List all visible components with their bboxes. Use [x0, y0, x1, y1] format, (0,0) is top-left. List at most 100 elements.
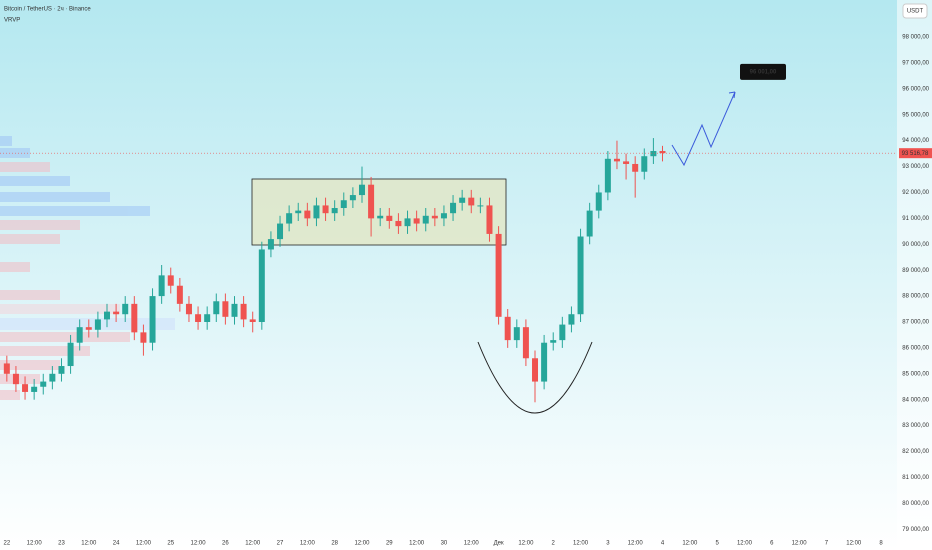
- x-tick-label: 12:00: [792, 541, 808, 547]
- candle-body: [477, 205, 484, 207]
- target-label: 96 001,00: [750, 69, 777, 75]
- y-tick-label: 85 000,00: [902, 371, 929, 377]
- candle-body: [459, 197, 466, 203]
- candle-body: [104, 311, 111, 320]
- target-tag: [740, 63, 786, 80]
- y-tick-label: 79 000,00: [902, 527, 929, 533]
- projection-arrow: [728, 91, 736, 99]
- x-tick-label: 3: [606, 541, 610, 547]
- candle-body: [76, 327, 83, 343]
- candle-body: [450, 202, 457, 214]
- candle-body: [58, 366, 65, 374]
- candle-body: [550, 340, 557, 343]
- x-tick-label: 12:00: [245, 541, 261, 547]
- x-tick-label: 29: [386, 541, 393, 547]
- candle-body: [604, 158, 611, 193]
- candle-body: [176, 285, 183, 304]
- x-tick-label: 5: [715, 541, 719, 547]
- projection-path: [671, 91, 736, 167]
- candle-body: [94, 319, 101, 330]
- y-tick-label: 80 000,00: [902, 501, 929, 507]
- candle-body: [286, 213, 293, 224]
- candle-body: [568, 314, 575, 325]
- candle-body: [67, 342, 74, 367]
- candle-body: [486, 205, 493, 234]
- candle-body: [368, 184, 375, 219]
- candle-body: [495, 233, 502, 317]
- candle-body: [613, 158, 620, 162]
- x-tick-label: 12:00: [464, 541, 480, 547]
- y-tick-label: 98 000,00: [902, 35, 929, 41]
- candle-body: [258, 249, 265, 322]
- y-tick-label: 90 000,00: [902, 242, 929, 248]
- x-tick-label: 12:00: [573, 541, 589, 547]
- y-tick-label: 81 000,00: [902, 475, 929, 481]
- y-tick-label: 94 000,00: [902, 138, 929, 144]
- candle-body: [267, 239, 274, 250]
- candle-body: [304, 210, 311, 219]
- candle-body: [240, 303, 247, 320]
- last-price-label: 93 516,78: [902, 151, 929, 157]
- candle-body: [249, 319, 256, 322]
- candle-body: [504, 316, 511, 341]
- candle-body: [331, 208, 338, 214]
- y-tick-label: 89 000,00: [902, 268, 929, 274]
- x-tick-label: 12:00: [81, 541, 97, 547]
- candle-body: [204, 314, 211, 322]
- x-tick-label: 27: [277, 541, 284, 547]
- candle-body: [122, 303, 129, 315]
- x-tick-label: 30: [441, 541, 448, 547]
- candle-body: [422, 215, 429, 224]
- candle-body: [113, 311, 120, 315]
- candle-body: [440, 213, 447, 219]
- candle-body: [3, 363, 10, 374]
- candle-body: [522, 327, 529, 359]
- candle-body: [322, 205, 329, 214]
- candle-body: [541, 342, 548, 382]
- x-tick-label: 12:00: [737, 541, 753, 547]
- candle-body: [404, 218, 411, 227]
- candle-body: [158, 275, 165, 297]
- candle-body: [650, 151, 657, 157]
- candle-body: [277, 223, 284, 240]
- x-tick-label: 12:00: [27, 541, 43, 547]
- y-tick-label: 87 000,00: [902, 320, 929, 326]
- candle-body: [231, 303, 238, 317]
- x-tick-label: 2: [552, 541, 556, 547]
- x-tick-label: 12:00: [300, 541, 316, 547]
- x-tick-label: 12:00: [628, 541, 644, 547]
- candle-body: [659, 151, 666, 154]
- candle-body: [577, 236, 584, 315]
- x-tick-label: 12:00: [518, 541, 534, 547]
- candle-body: [386, 215, 393, 221]
- x-tick-label: 24: [113, 541, 120, 547]
- y-tick-label: 83 000,00: [902, 423, 929, 429]
- candle-body: [149, 296, 156, 343]
- candle-body: [131, 303, 138, 333]
- candle-body: [12, 373, 19, 385]
- candle-body: [31, 386, 38, 392]
- x-tick-label: 23: [58, 541, 65, 547]
- volume-profile: [0, 136, 175, 400]
- y-tick-label: 95 000,00: [902, 112, 929, 118]
- x-tick-label: 7: [825, 541, 829, 547]
- candle-body: [431, 215, 438, 219]
- candle-body: [632, 163, 639, 172]
- y-tick-label: 82 000,00: [902, 449, 929, 455]
- last-price-tag: [899, 148, 932, 159]
- chart-title: Bitcoin / TetherUS · 2ч · Binance: [4, 7, 91, 13]
- candle-body: [340, 200, 347, 209]
- y-tick-label: 93 000,00: [902, 164, 929, 170]
- candle-body: [140, 332, 147, 343]
- y-tick-label: 86 000,00: [902, 345, 929, 351]
- x-tick-label: 26: [222, 541, 229, 547]
- x-tick-label: 12:00: [191, 541, 207, 547]
- candle-body: [85, 327, 92, 330]
- candle-body: [413, 218, 420, 224]
- x-tick-label: 8: [879, 541, 883, 547]
- rounded-bottom-curve: [477, 341, 593, 414]
- currency-button[interactable]: [902, 3, 928, 19]
- currency-button-label[interactable]: USDT: [907, 9, 924, 15]
- x-tick-label: 4: [661, 541, 665, 547]
